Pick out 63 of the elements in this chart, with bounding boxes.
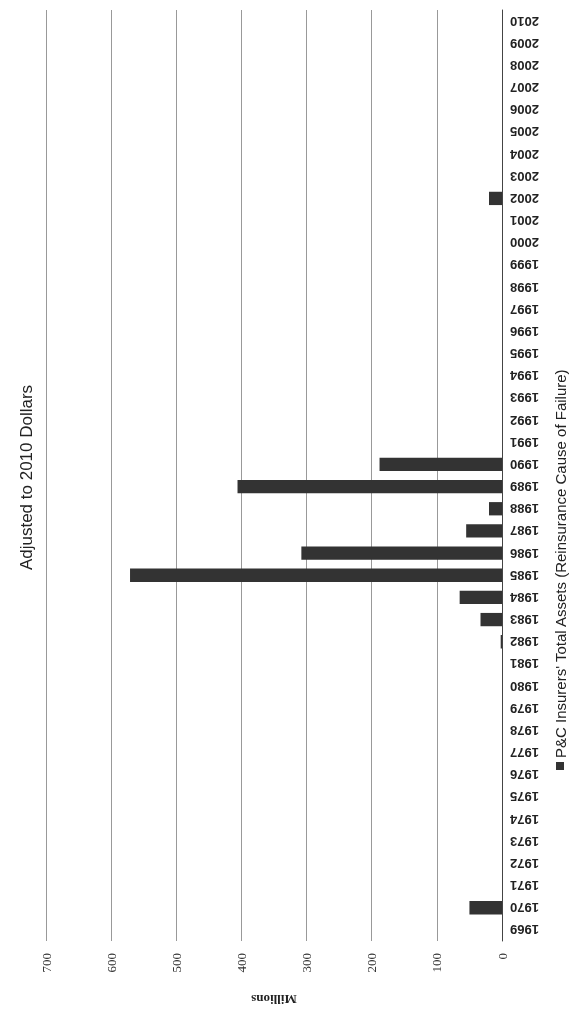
y-tick-label: 1992 (510, 412, 539, 428)
y-tick-label: 1986 (510, 545, 539, 561)
y-tick-label: 1972 (510, 855, 539, 871)
y-tick-label: 1970 (510, 900, 539, 916)
y-tick-label: 1971 (510, 878, 539, 894)
x-axis-title: Millions (251, 992, 297, 1007)
y-tick-label: 1991 (510, 434, 539, 450)
bar (488, 502, 502, 516)
y-tick-label: 1994 (509, 368, 539, 384)
y-tick-label: 1969 (510, 922, 539, 938)
y-tick-label: 1984 (509, 589, 539, 605)
x-tick-label: 300 (299, 953, 315, 973)
y-tick-label: 1978 (510, 722, 539, 738)
x-tick-label: 500 (168, 953, 184, 973)
y-tick-label: 2000 (510, 235, 539, 251)
x-tick-label: 400 (233, 953, 249, 973)
y-tick-label: 1997 (510, 301, 539, 317)
bar (480, 612, 502, 627)
y-tick-label: 1990 (510, 456, 539, 472)
y-tick-label: 2005 (510, 124, 539, 140)
x-tick-label: 0 (494, 953, 510, 960)
y-tick-label: 2004 (509, 146, 539, 162)
x-tick-label: 600 (103, 953, 119, 973)
y-tick-label: 1977 (510, 745, 539, 761)
y-tick-label: 1982 (510, 634, 539, 650)
y-tick-label: 2006 (510, 102, 539, 118)
y-tick-label: 1980 (510, 678, 539, 694)
bar (130, 568, 502, 582)
x-tick-label: 700 (38, 953, 54, 973)
y-tick-label: 1996 (510, 323, 539, 339)
bar (488, 191, 502, 206)
y-tick-label: 1975 (510, 789, 539, 805)
bar (469, 901, 502, 915)
text: P&C Insurers' Total Assets (Reinsurance Cause of Failure) (551, 369, 569, 758)
y-tick-label: 2002 (510, 190, 539, 206)
y-tick-label: 1998 (510, 279, 539, 295)
y-tick-label: 2003 (510, 168, 539, 184)
x-tick-label: 200 (364, 953, 380, 973)
y-tick-label: 1999 (510, 257, 539, 273)
y-tick-label: 1979 (510, 700, 539, 716)
y-tick-label: 1987 (510, 523, 539, 539)
y-tick-label: 2008 (510, 57, 539, 73)
bar (466, 524, 502, 538)
x-tick-label: 100 (429, 953, 445, 973)
y-tick-label: 1995 (510, 346, 539, 362)
bar (301, 546, 502, 560)
y-tick-label: 1981 (510, 656, 539, 672)
y-tick-label: 1974 (509, 811, 539, 827)
y-tick-label: 1985 (510, 567, 539, 583)
bar (379, 457, 502, 472)
y-tick-label: 1973 (510, 833, 539, 849)
y-tick-label: 2007 (510, 80, 539, 96)
bar (237, 479, 502, 494)
y-tick-label: 1993 (510, 390, 539, 406)
y-tick-label: 1989 (510, 479, 539, 495)
text: Adjusted to 2010 Dollars (16, 384, 36, 571)
y-tick-label: 2009 (510, 35, 539, 51)
y-tick-label: 2001 (510, 213, 539, 229)
y-tick-label: 1988 (510, 501, 539, 517)
bar (459, 590, 502, 605)
y-tick-label: 1983 (510, 612, 539, 628)
y-tick-label: 1976 (510, 767, 539, 783)
y-tick-label: 2010 (510, 13, 539, 29)
